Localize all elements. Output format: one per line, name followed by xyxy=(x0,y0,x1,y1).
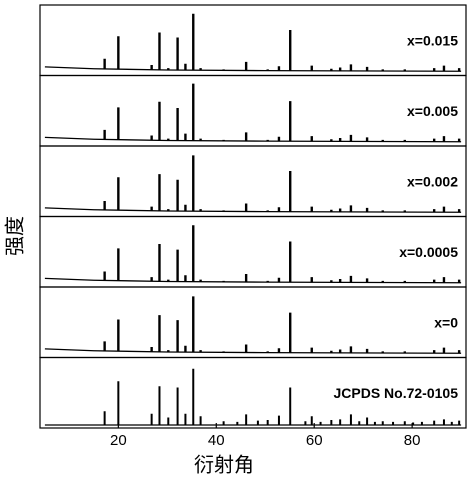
panel-label: x=0.0005 xyxy=(399,244,458,260)
x-tick-label: 40 xyxy=(208,432,225,449)
x-tick-label: 80 xyxy=(404,432,421,449)
panel-frame xyxy=(39,356,467,429)
x-tick-label: 60 xyxy=(306,432,323,449)
panel-label: x=0 xyxy=(434,314,458,330)
background-line xyxy=(44,277,462,284)
panel-label: JCPDS No.72-0105 xyxy=(333,385,458,401)
panel-label: x=0.005 xyxy=(407,103,458,119)
background-line xyxy=(44,136,462,143)
y-axis-label: 强度 xyxy=(3,216,26,256)
panel-label: x=0.015 xyxy=(407,32,458,48)
background-line xyxy=(44,348,462,354)
background-line xyxy=(44,207,462,213)
x-tick-label: 20 xyxy=(110,432,127,449)
background-line xyxy=(44,66,462,72)
panel-label: x=0.002 xyxy=(407,173,458,189)
x-axis-label: 衍射角 xyxy=(194,453,254,476)
